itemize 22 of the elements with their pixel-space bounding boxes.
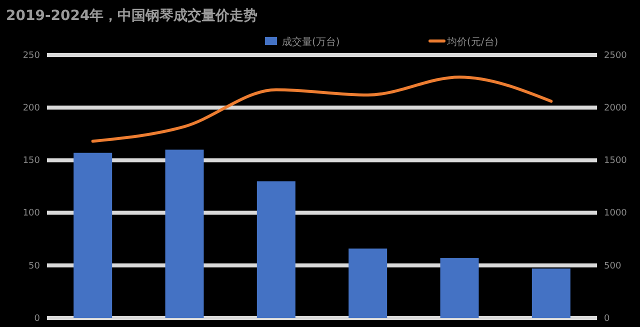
y2-tick-label: 0: [604, 314, 610, 324]
y2-tick-label: 1000: [604, 208, 628, 219]
y-tick-label: 0: [34, 314, 40, 324]
y2-tick-label: 2500: [604, 50, 628, 61]
y-tick-label: 150: [22, 156, 40, 166]
y2-tick-label: 1500: [604, 156, 628, 166]
bar: [532, 268, 570, 318]
y-tick-label: 200: [22, 103, 40, 114]
chart-title: 2019-2024年，中国钢琴成交量价走势: [6, 7, 258, 24]
line-series: [91, 76, 553, 143]
bar: [74, 152, 112, 318]
y2-tick-label: 2000: [604, 103, 628, 114]
bar: [256, 181, 296, 318]
y-tick-label: 250: [22, 50, 40, 61]
y2-tick-label: 500: [604, 261, 622, 272]
legend-label: 成交量(万台): [282, 36, 340, 48]
legend-label: 均价(元/台): [446, 36, 498, 48]
y-tick-label: 100: [22, 208, 40, 219]
bar: [165, 150, 204, 318]
y-tick-label: 50: [28, 261, 40, 272]
bar: [440, 258, 479, 318]
bar: [348, 248, 388, 318]
